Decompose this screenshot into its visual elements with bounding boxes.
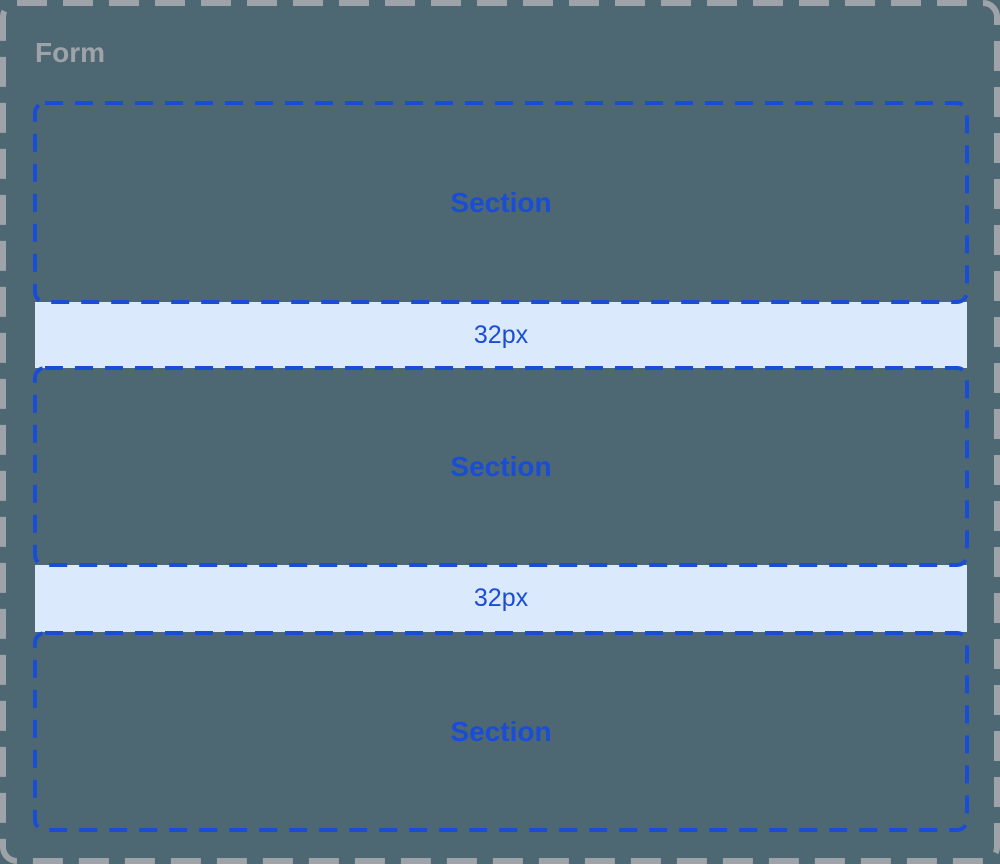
spacer-size-label: 32px [473,320,529,349]
form-label: Form [35,37,105,68]
section-label: Section [450,715,552,747]
section-label: Section [450,186,552,218]
section-box: Section [35,368,967,565]
spacer-band: 32px [35,302,967,368]
spacer-size-label: 32px [473,584,529,612]
section-box: Section [35,103,967,302]
spacer-band: 32px [35,565,967,632]
section-box: Section [35,633,967,830]
section-label: Section [450,450,552,482]
